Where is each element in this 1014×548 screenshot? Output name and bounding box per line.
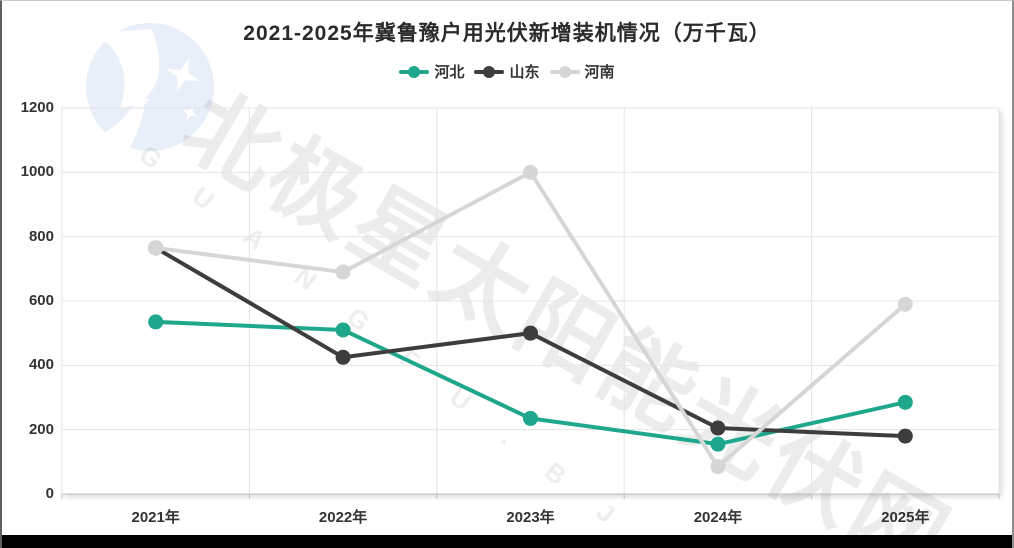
legend-marker-hebei — [399, 65, 430, 78]
y-axis-label-1200: 1200 — [20, 99, 54, 116]
data-point-河南-2025年[interactable] — [897, 296, 913, 312]
data-point-河南-2023年[interactable] — [523, 164, 538, 180]
data-point-河南-2024年[interactable] — [710, 459, 726, 475]
y-axis-label-1000: 1000 — [20, 163, 54, 181]
y-axis-label-800: 800 — [28, 227, 54, 245]
y-axis-label-600: 600 — [28, 292, 54, 309]
legend-item-shandong[interactable]: 山东 — [474, 61, 540, 82]
legend: 河北 山东 河南 — [2, 61, 1012, 82]
y-axis-label-0: 0 — [45, 485, 54, 502]
bjx-polaris-logo-watermark — [86, 23, 214, 151]
y-axis-label-200: 200 — [28, 420, 54, 438]
data-point-山东-2022年[interactable] — [335, 349, 351, 365]
data-point-河北-2021年[interactable] — [148, 314, 164, 330]
data-point-河北-2022年[interactable] — [335, 322, 351, 338]
legend-item-henan[interactable]: 河南 — [549, 61, 615, 82]
data-point-山东-2025年[interactable] — [897, 428, 913, 444]
data-point-河北-2024年[interactable] — [710, 436, 726, 452]
data-point-山东-2023年[interactable] — [523, 325, 538, 341]
data-point-山东-2024年[interactable] — [710, 420, 726, 436]
legend-item-hebei[interactable]: 河北 — [399, 61, 464, 82]
data-point-河北-2025年[interactable] — [897, 394, 913, 410]
x-axis-label-2025年: 2025年 — [881, 509, 930, 526]
x-axis-label-2021年: 2021年 — [131, 509, 180, 526]
legend-label-hebei: 河北 — [434, 64, 465, 81]
legend-marker-shandong — [474, 65, 505, 78]
legend-marker-henan — [549, 65, 580, 78]
legend-label-shandong: 山东 — [509, 64, 540, 81]
legend-label-henan: 河南 — [584, 64, 615, 81]
y-axis-label-400: 400 — [28, 356, 54, 374]
chart-title: 2021-2025年冀鲁豫户用光伏新增装机情况（万千瓦） — [243, 22, 771, 45]
data-point-河北-2023年[interactable] — [523, 410, 538, 426]
series-line-山东 — [153, 245, 908, 439]
x-axis-label-2023年: 2023年 — [506, 509, 555, 526]
data-point-河南-2021年[interactable] — [148, 240, 164, 256]
data-point-河南-2022年[interactable] — [335, 264, 351, 280]
x-axis-label-2024年: 2024年 — [693, 509, 743, 526]
x-axis-label-2022年: 2022年 — [318, 509, 368, 526]
bottom-edge-bar — [2, 535, 1012, 548]
